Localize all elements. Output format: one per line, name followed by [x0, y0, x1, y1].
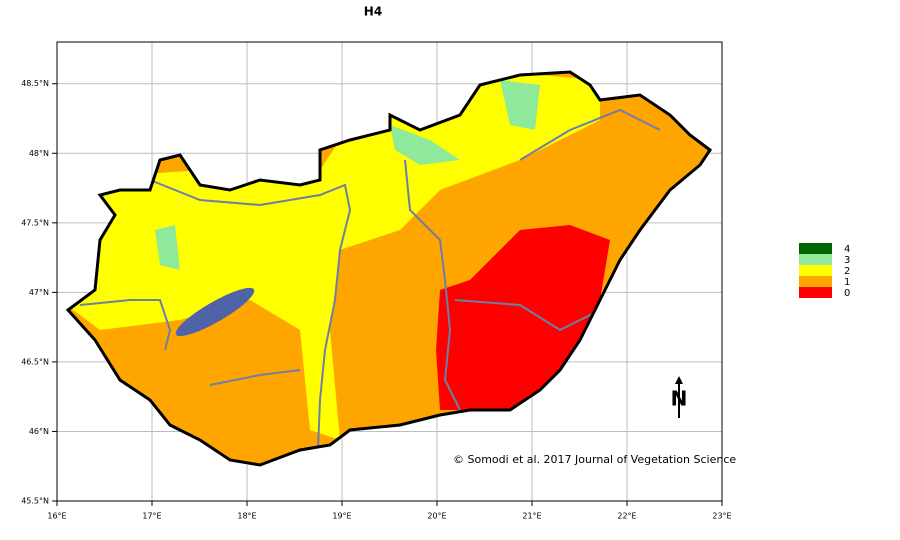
class-0-area [436, 225, 610, 410]
river [454, 299, 601, 332]
y-tick-label: 47.5°N [21, 218, 49, 227]
x-tick-label: 20°E [427, 512, 446, 521]
y-tick-label: 46.5°N [21, 357, 49, 366]
river [209, 369, 301, 386]
copyright: © Somodi et al. 2017 Journal of Vegetati… [453, 453, 736, 466]
class-2-area [68, 72, 600, 440]
x-tick-label: 22°E [617, 512, 636, 521]
river [149, 179, 352, 451]
river [519, 108, 661, 161]
legend-label: 1 [844, 277, 850, 288]
y-tick-label: 48°N [29, 149, 49, 158]
legend-swatch [799, 265, 832, 276]
class-3-area [500, 80, 540, 130]
x-tick-label: 23°E [712, 512, 731, 521]
legend-swatch [799, 276, 832, 287]
class-3-area [155, 225, 180, 270]
legend-label: 2 [844, 266, 850, 277]
river [79, 299, 172, 351]
legend-label: 3 [844, 255, 850, 266]
x-tick-label: 21°E [522, 512, 541, 521]
north-arrow: N [671, 376, 688, 418]
legend-swatch [799, 254, 832, 265]
y-tick-label: 46°N [29, 427, 49, 436]
legend-label: 0 [844, 288, 850, 299]
x-tick-label: 19°E [332, 512, 351, 521]
legend-swatch [799, 287, 832, 298]
y-tick-label: 47°N [29, 288, 49, 297]
y-tick-label: 45.5°N [21, 497, 49, 506]
x-tick-label: 17°E [142, 512, 161, 521]
lake-balaton [175, 287, 255, 337]
north-label: N [671, 387, 688, 411]
plot-frame [56, 41, 723, 502]
river [404, 159, 461, 411]
legend-label: 4 [844, 244, 850, 255]
legend-swatch [799, 243, 832, 254]
north-arrow-head [675, 376, 683, 384]
class-3-area [390, 125, 460, 165]
map-title: H4 [364, 5, 382, 19]
x-tick-label: 18°E [237, 512, 256, 521]
y-tick-label: 48.5°N [21, 79, 49, 88]
x-tick-label: 16°E [47, 512, 66, 521]
